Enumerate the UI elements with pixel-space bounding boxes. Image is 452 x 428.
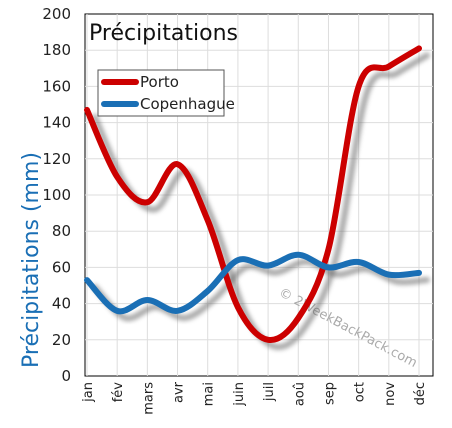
series-shadow-copenhague: [92, 258, 430, 322]
x-tick-labels: jan fév mars avr mai juin juil aoû sep oct nov déc: [81, 381, 428, 414]
y-tick-label: 0: [61, 367, 71, 385]
legend-label-copenhague: Copenhague: [140, 95, 235, 113]
x-tick-label: fév: [111, 382, 126, 403]
y-tick-label: 100: [42, 186, 71, 204]
y-tick-label: 60: [52, 258, 71, 276]
x-tick-label: mai: [202, 382, 217, 406]
series-line-porto: [84, 45, 422, 344]
legend-box: [97, 69, 225, 117]
y-tick-label: 40: [52, 295, 71, 313]
legend: Porto Copenhague: [97, 69, 235, 117]
x-tick-label: sep: [322, 382, 337, 405]
x-tick-label: jan: [81, 382, 96, 403]
x-tick-label: aoû: [292, 382, 307, 406]
chart-title: Précipitations: [89, 21, 238, 46]
series-lines: [84, 45, 422, 344]
x-tick-label: mars: [141, 382, 156, 415]
x-tick-label: déc: [413, 382, 428, 405]
x-tick-label: oct: [353, 382, 368, 402]
y-tick-label: 20: [52, 331, 71, 349]
y-axis-label: Précipitations (mm): [19, 152, 44, 368]
y-tick-label: 180: [42, 41, 71, 59]
series-line-copenhague: [84, 251, 422, 315]
y-tick-label: 160: [42, 77, 71, 95]
x-tick-label: nov: [383, 382, 398, 406]
y-tick-labels: 0 20 40 60 80 100 120 140 160 180 200: [42, 5, 71, 385]
legend-label-porto: Porto: [140, 73, 179, 91]
x-tick-label: avr: [172, 381, 187, 403]
x-tick-label: juil: [262, 382, 277, 402]
x-tick-label: juin: [232, 382, 247, 407]
y-tick-label: 80: [52, 222, 71, 240]
y-tick-label: 200: [42, 5, 71, 23]
y-tick-label: 140: [42, 114, 71, 132]
y-tick-label: 120: [42, 150, 71, 168]
